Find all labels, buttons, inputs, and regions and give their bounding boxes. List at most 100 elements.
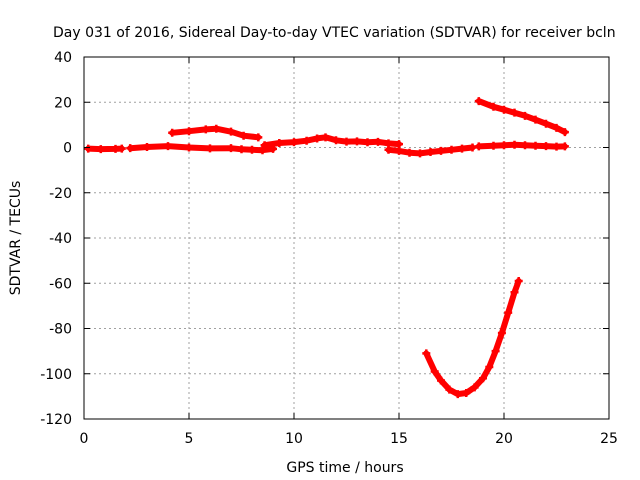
data-point bbox=[470, 383, 479, 392]
data-point bbox=[422, 349, 431, 358]
data-point bbox=[164, 142, 172, 151]
data-point bbox=[458, 144, 466, 153]
series-trail bbox=[127, 143, 276, 154]
data-point bbox=[237, 145, 246, 154]
series-arc-3 bbox=[168, 124, 263, 142]
y-tick-label: 20 bbox=[54, 95, 72, 111]
data-point bbox=[405, 148, 414, 157]
data-point bbox=[239, 131, 248, 140]
data-point bbox=[168, 128, 177, 137]
series-arc-8 bbox=[422, 276, 523, 399]
data-point bbox=[479, 374, 487, 383]
series-arc-6 bbox=[474, 140, 569, 151]
data-point bbox=[531, 141, 540, 150]
data-point bbox=[474, 142, 483, 151]
data-point bbox=[474, 97, 483, 106]
data-point bbox=[491, 347, 500, 356]
data-point bbox=[143, 143, 151, 152]
data-point bbox=[290, 138, 298, 147]
data-point bbox=[395, 146, 403, 155]
data-point bbox=[462, 388, 471, 397]
data-point bbox=[227, 144, 235, 153]
data-point bbox=[254, 133, 263, 142]
series-arc-7 bbox=[474, 97, 569, 137]
data-point bbox=[395, 140, 403, 149]
data-point bbox=[374, 137, 382, 146]
data-point bbox=[489, 102, 498, 111]
data-point bbox=[542, 119, 550, 128]
series-arc-1 bbox=[84, 144, 126, 154]
data-point bbox=[426, 148, 435, 157]
data-point bbox=[497, 329, 506, 338]
data-point bbox=[552, 123, 561, 132]
data-point bbox=[260, 141, 269, 150]
y-tick-label: -120 bbox=[40, 412, 72, 428]
data-point bbox=[447, 145, 456, 154]
data-point bbox=[302, 136, 311, 145]
series-arc-4 bbox=[260, 133, 403, 150]
data-point bbox=[521, 111, 529, 120]
data-point bbox=[485, 362, 494, 371]
data-point bbox=[416, 149, 424, 158]
data-point bbox=[445, 385, 454, 394]
tick-labels: 0 5 10 15 20 25 -120 -100 -80 -60 -40 -20 0 20 40 bbox=[40, 50, 618, 447]
data-point bbox=[489, 141, 498, 150]
data-point bbox=[84, 144, 93, 153]
series-arc-5 bbox=[384, 143, 477, 158]
data-point bbox=[275, 138, 284, 147]
x-tick-label: 5 bbox=[185, 431, 194, 447]
data-point bbox=[321, 133, 330, 142]
data-point bbox=[504, 308, 513, 317]
x-tick-label: 20 bbox=[495, 431, 513, 447]
y-tick-label: 0 bbox=[63, 141, 72, 157]
data-point bbox=[384, 145, 393, 154]
data-point bbox=[453, 390, 462, 399]
data-point bbox=[201, 125, 210, 134]
x-tick-label: 25 bbox=[600, 431, 618, 447]
y-tick-label: 40 bbox=[54, 50, 72, 66]
data-point bbox=[126, 144, 135, 153]
data-point bbox=[227, 127, 235, 136]
y-tick-label: -40 bbox=[49, 231, 72, 247]
data-point bbox=[206, 144, 214, 153]
data-point bbox=[560, 128, 569, 137]
data-point bbox=[437, 376, 445, 385]
data-point bbox=[437, 146, 445, 155]
data-point bbox=[560, 142, 569, 151]
data-point bbox=[96, 145, 105, 154]
data-point bbox=[521, 141, 529, 150]
data-series bbox=[84, 97, 569, 399]
data-point bbox=[510, 108, 519, 117]
y-tick-label: -20 bbox=[49, 186, 72, 202]
data-point bbox=[117, 144, 126, 153]
chart-title: Day 031 of 2016, Sidereal Day-to-day VTE… bbox=[53, 25, 616, 41]
y-tick-label: -60 bbox=[49, 276, 72, 292]
y-tick-label: -80 bbox=[49, 322, 72, 338]
data-point bbox=[510, 288, 519, 297]
data-point bbox=[353, 137, 361, 146]
data-point bbox=[342, 137, 351, 146]
data-point bbox=[514, 276, 523, 285]
data-point bbox=[332, 136, 340, 145]
data-point bbox=[510, 140, 519, 149]
data-point bbox=[363, 138, 372, 147]
data-point bbox=[500, 141, 508, 150]
x-tick-label: 15 bbox=[390, 431, 408, 447]
series-arc-2 bbox=[126, 142, 277, 155]
data-point bbox=[313, 134, 322, 143]
data-point bbox=[248, 145, 256, 154]
x-tick-label: 10 bbox=[285, 431, 303, 447]
data-point bbox=[212, 124, 221, 133]
x-axis-title: GPS time / hours bbox=[286, 460, 403, 476]
data-point bbox=[185, 143, 193, 152]
axis-ticks bbox=[83, 56, 610, 420]
x-tick-label: 0 bbox=[80, 431, 89, 447]
y-axis-title: SDTVAR / TECUs bbox=[8, 181, 24, 296]
data-point bbox=[258, 146, 267, 155]
data-point bbox=[430, 367, 439, 376]
data-point bbox=[531, 115, 540, 124]
data-point bbox=[185, 127, 193, 136]
data-point bbox=[500, 105, 508, 114]
data-point bbox=[552, 142, 561, 151]
